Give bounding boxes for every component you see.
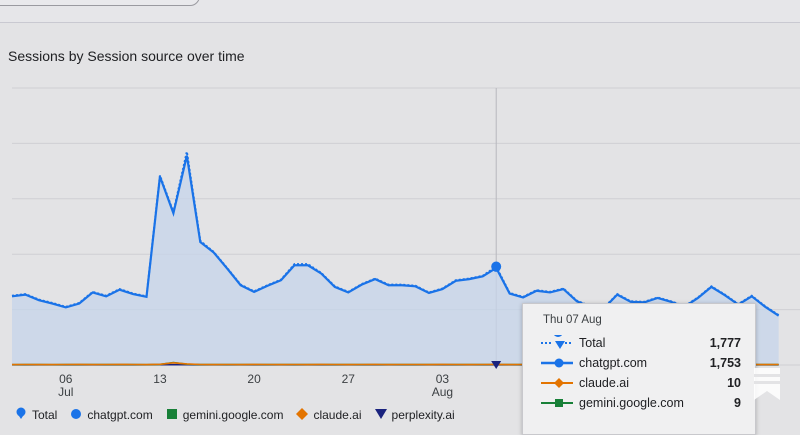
tooltip-series-name: claude.ai xyxy=(579,376,629,390)
legend-label: claude.ai xyxy=(313,408,361,422)
tooltip-date: Thu 07 Aug xyxy=(543,314,602,326)
legend-label: chatgpt.com xyxy=(87,408,152,422)
pin-icon xyxy=(541,335,573,351)
tooltip-row: gemini.google.com 9 xyxy=(541,394,741,414)
tooltip-series-value: 1,777 xyxy=(710,336,741,350)
bookmark-icon[interactable] xyxy=(752,366,782,402)
x-tick-label: 06 xyxy=(59,372,73,386)
x-tick-label: 13 xyxy=(153,372,167,386)
x-tick-label: 03 xyxy=(436,372,450,386)
legend-item[interactable]: claude.ai xyxy=(295,407,361,422)
legend-label: Total xyxy=(32,408,57,422)
chart-tooltip: Thu 07 Aug Total 1,777 chatgpt.com 1,753 cla… xyxy=(522,303,756,435)
legend-item[interactable]: gemini.google.com xyxy=(165,407,284,422)
marker-chatgpt xyxy=(492,264,500,272)
circle-icon xyxy=(541,355,573,371)
tooltip-row: chatgpt.com 1,753 xyxy=(541,354,741,374)
x-tick-sublabel: Jul xyxy=(58,385,73,399)
legend-item[interactable]: perplexity.ai xyxy=(374,407,455,422)
x-tick-label: 27 xyxy=(342,372,356,386)
x-tick-label: 20 xyxy=(247,372,261,386)
tooltip-row: Total 1,777 xyxy=(541,334,741,354)
x-tick-sublabel: Aug xyxy=(432,385,453,399)
tooltip-series-name: chatgpt.com xyxy=(579,356,647,370)
tooltip-series-value: 1,753 xyxy=(710,356,741,370)
legend-label: gemini.google.com xyxy=(183,408,284,422)
legend-item[interactable]: Total xyxy=(14,407,57,422)
legend-label: perplexity.ai xyxy=(392,408,455,422)
legend-item[interactable]: chatgpt.com xyxy=(69,407,152,422)
chart-legend: Total chatgpt.com gemini.google.com claude.… xyxy=(14,407,467,422)
diamond-icon xyxy=(541,375,573,391)
square-icon xyxy=(541,395,573,411)
tooltip-series-value: 9 xyxy=(734,396,741,410)
tooltip-series-name: Total xyxy=(579,336,605,350)
tooltip-series-name: gemini.google.com xyxy=(579,396,684,410)
tooltip-row: claude.ai 10 xyxy=(541,374,741,394)
tooltip-series-value: 10 xyxy=(727,376,741,390)
